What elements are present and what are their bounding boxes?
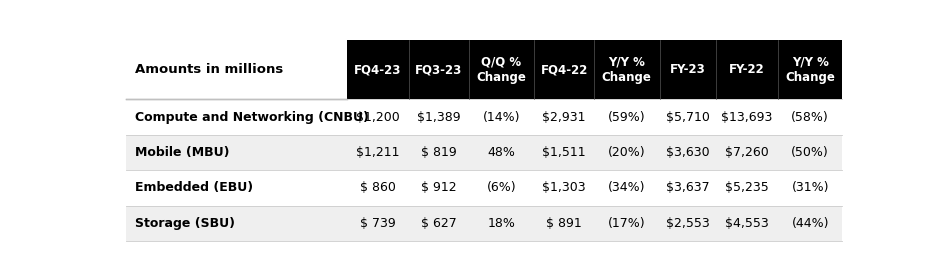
Bar	[126, 135, 842, 170]
Bar	[347, 40, 842, 99]
Text: Storage (SBU): Storage (SBU)	[135, 217, 235, 230]
Text: Y/Y %
Change: Y/Y % Change	[785, 55, 835, 84]
Text: $3,630: $3,630	[666, 146, 710, 159]
Bar	[126, 206, 842, 241]
Text: $5,710: $5,710	[666, 111, 710, 124]
Text: $7,260: $7,260	[725, 146, 769, 159]
Text: $ 739: $ 739	[360, 217, 396, 230]
Text: $13,693: $13,693	[721, 111, 773, 124]
Text: $ 891: $ 891	[546, 217, 582, 230]
Text: (20%): (20%)	[608, 146, 646, 159]
Text: $4,553: $4,553	[725, 217, 769, 230]
Text: (14%): (14%)	[483, 111, 520, 124]
Text: (50%): (50%)	[791, 146, 829, 159]
Text: $1,511: $1,511	[542, 146, 586, 159]
Text: (31%): (31%)	[791, 182, 829, 195]
Text: FQ4-23: FQ4-23	[354, 63, 401, 76]
Text: FY-23: FY-23	[670, 63, 706, 76]
Text: (44%): (44%)	[791, 217, 829, 230]
Bar	[126, 40, 347, 99]
Text: $1,389: $1,389	[417, 111, 461, 124]
Text: FQ3-23: FQ3-23	[415, 63, 462, 76]
Text: (34%): (34%)	[608, 182, 646, 195]
Text: 48%: 48%	[488, 146, 515, 159]
Text: $ 819: $ 819	[421, 146, 457, 159]
Text: $ 912: $ 912	[421, 182, 457, 195]
Text: $ 627: $ 627	[421, 217, 457, 230]
Text: Q/Q %
Change: Q/Q % Change	[477, 55, 526, 84]
Text: FQ4-22: FQ4-22	[540, 63, 588, 76]
Text: (17%): (17%)	[608, 217, 646, 230]
Text: (59%): (59%)	[608, 111, 646, 124]
Text: $1,211: $1,211	[356, 146, 400, 159]
Text: FY-22: FY-22	[728, 63, 764, 76]
Text: Y/Y %
Change: Y/Y % Change	[602, 55, 651, 84]
Text: 18%: 18%	[488, 217, 515, 230]
Text: (6%): (6%)	[487, 182, 516, 195]
Text: (58%): (58%)	[791, 111, 829, 124]
Text: $2,553: $2,553	[666, 217, 710, 230]
Text: $5,235: $5,235	[725, 182, 769, 195]
Text: $1,303: $1,303	[542, 182, 586, 195]
Text: Mobile (MBU): Mobile (MBU)	[135, 146, 229, 159]
Text: Embedded (EBU): Embedded (EBU)	[135, 182, 253, 195]
Text: $2,931: $2,931	[542, 111, 586, 124]
Bar	[126, 99, 842, 135]
Text: $3,637: $3,637	[666, 182, 710, 195]
Text: Compute and Networking (CNBU): Compute and Networking (CNBU)	[135, 111, 368, 124]
Bar	[126, 170, 842, 206]
Text: $1,200: $1,200	[356, 111, 400, 124]
Text: $ 860: $ 860	[360, 182, 396, 195]
Text: Amounts in millions: Amounts in millions	[135, 63, 283, 76]
